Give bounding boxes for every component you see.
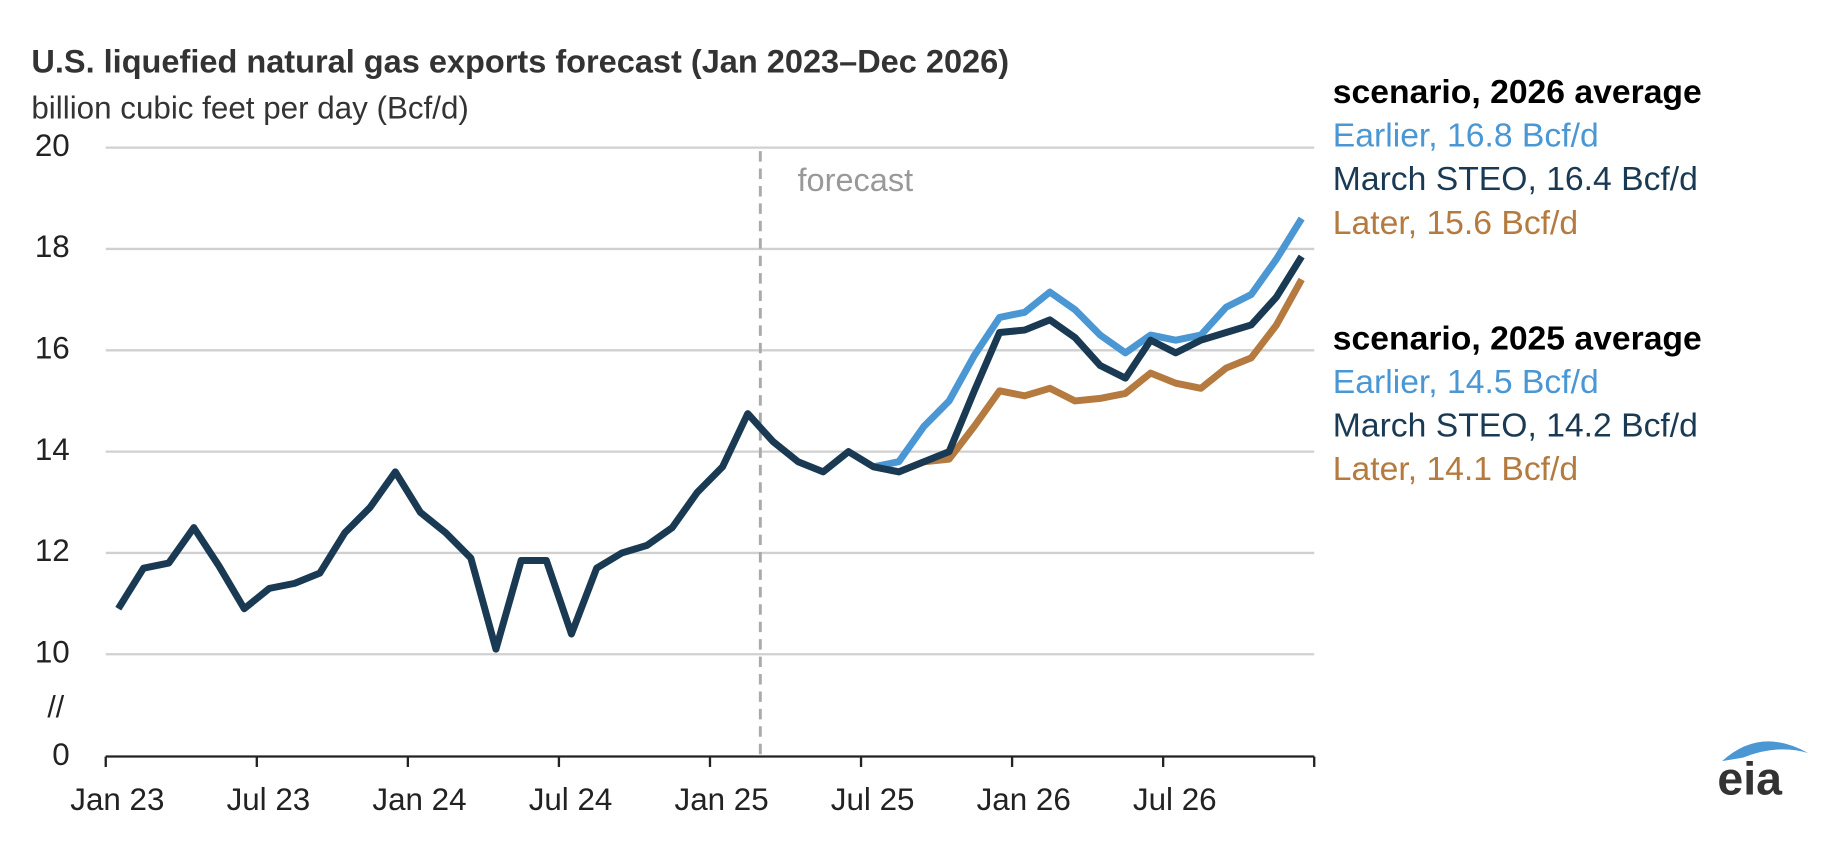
annotation: forecast xyxy=(798,162,914,198)
legend-title: scenario, 2025 average xyxy=(1333,320,1702,357)
legend-entry: Earlier, 16.8 Bcf/d xyxy=(1333,118,1599,155)
chart-title: U.S. liquefied natural gas exports forec… xyxy=(31,44,1009,80)
x-tick-label: Jul 26 xyxy=(1133,782,1217,817)
logo-swoosh xyxy=(1722,741,1809,762)
legend-title: scenario, 2026 average xyxy=(1333,74,1702,111)
y-tick-label: 20 xyxy=(35,128,70,163)
legend-entry: Earlier, 14.5 Bcf/d xyxy=(1333,364,1599,401)
y-tick-label: 12 xyxy=(35,533,70,568)
series-line xyxy=(115,254,1305,653)
x-tick-label: Jan 24 xyxy=(372,782,466,817)
series-line xyxy=(872,216,1305,471)
y-tick-label: 14 xyxy=(35,432,70,467)
x-tick-label: Jan 26 xyxy=(977,782,1071,817)
series-line xyxy=(872,277,1305,476)
x-tick-label: Jan 25 xyxy=(675,782,769,817)
legend-entry: Later, 15.6 Bcf/d xyxy=(1333,205,1578,242)
legend-entry: Later, 14.1 Bcf/d xyxy=(1333,451,1578,488)
legend-entry: March STEO, 16.4 Bcf/d xyxy=(1333,161,1698,198)
x-tick-label: Jul 23 xyxy=(227,782,311,817)
y-tick-label: 10 xyxy=(35,635,70,670)
y-tick-label: 16 xyxy=(35,331,70,366)
x-tick-label: Jul 25 xyxy=(831,782,915,817)
logo: eia xyxy=(1717,752,1783,804)
axis-break: // xyxy=(47,691,64,724)
x-tick-label: Jan 23 xyxy=(70,782,164,817)
legend-entry: March STEO, 14.2 Bcf/d xyxy=(1333,408,1698,445)
y-tick-label: 0 xyxy=(52,737,69,772)
chart-subtitle: billion cubic feet per day (Bcf/d) xyxy=(31,91,469,126)
x-tick-label: Jul 24 xyxy=(529,782,613,817)
y-tick-label: 18 xyxy=(35,229,70,264)
